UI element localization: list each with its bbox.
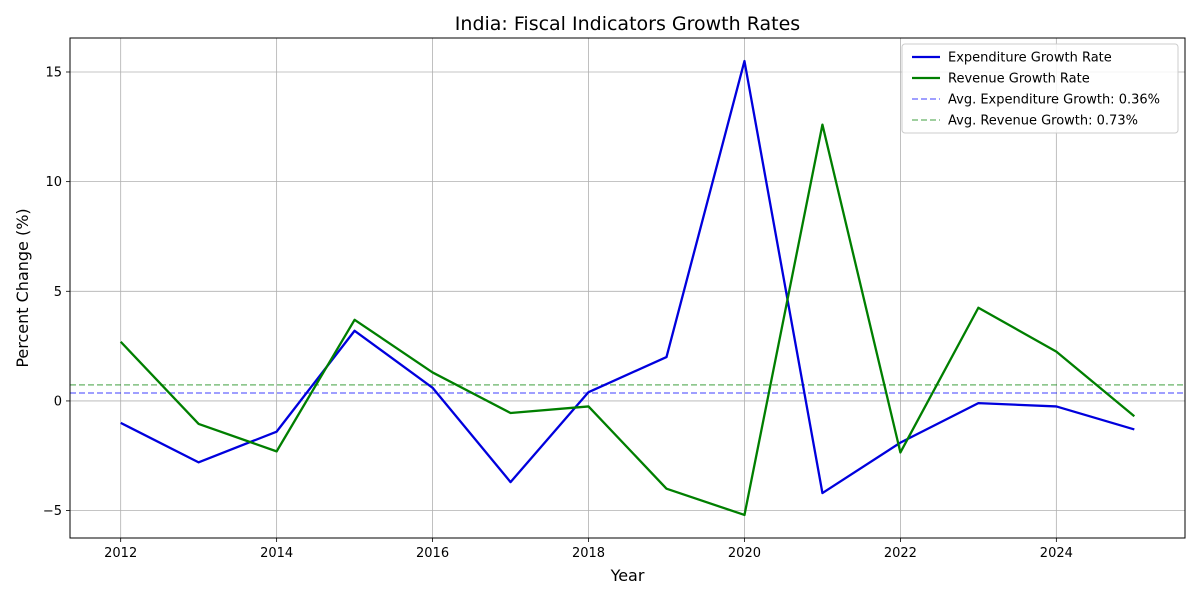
series-line-1 [119, 123, 1136, 517]
grid [70, 38, 1185, 538]
y-tick-label: 5 [54, 285, 62, 300]
x-tick-label: 2014 [260, 546, 293, 561]
legend: Expenditure Growth Rate Revenue Growth Ra… [901, 43, 1179, 134]
reference-lines [70, 384, 1185, 394]
y-axis-title: Percent Change (%) [13, 208, 32, 367]
x-tick-label: 2020 [728, 546, 761, 561]
x-axis-ticks: 2012 2014 2016 2018 2020 2022 2024 [104, 538, 1073, 561]
chart-title: India: Fiscal Indicators Growth Rates [455, 13, 800, 35]
legend-label-0: Expenditure Growth Rate [948, 51, 1112, 66]
y-tick-label: 15 [45, 65, 62, 80]
y-tick-label: 0 [54, 394, 62, 409]
x-tick-label: 2012 [104, 546, 137, 561]
x-tick-label: 2022 [884, 546, 917, 561]
legend-label-3: Avg. Revenue Growth: 0.73% [948, 114, 1138, 129]
plot-frame [69, 37, 1186, 539]
y-axis-ticks: −5 0 5 10 15 [43, 65, 70, 519]
x-tick-label: 2024 [1040, 546, 1073, 561]
series-lines [119, 59, 1136, 517]
y-tick-label: −5 [43, 504, 62, 519]
x-tick-label: 2018 [572, 546, 605, 561]
legend-label-1: Revenue Growth Rate [948, 72, 1090, 87]
series-line-0 [120, 59, 1135, 495]
x-axis-title: Year [610, 566, 645, 585]
legend-box [901, 43, 1179, 134]
y-tick-label: 10 [45, 175, 62, 190]
legend-label-2: Avg. Expenditure Growth: 0.36% [948, 93, 1160, 108]
x-tick-label: 2016 [416, 546, 449, 561]
